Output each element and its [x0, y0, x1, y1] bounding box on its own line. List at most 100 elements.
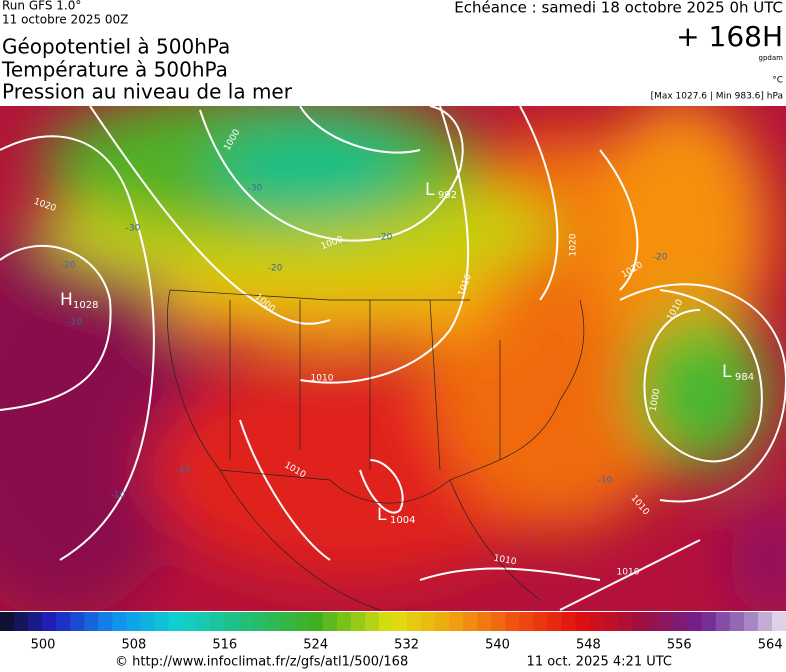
colorbar-swatch: [140, 612, 155, 631]
echeance: Echéance : samedi 18 octobre 2025 0h UTC: [454, 0, 783, 17]
center-value: 1004: [390, 515, 415, 526]
center-type: L: [722, 362, 732, 382]
footer-time: 11 oct. 2025 4:21 UTC: [527, 655, 672, 670]
colorbar-swatch: [561, 612, 576, 631]
isobar-label: 1010: [311, 374, 334, 384]
colorbar-swatch: [771, 612, 786, 631]
temperature-label: -10: [176, 466, 191, 476]
colorbar-swatch: [701, 612, 717, 631]
temperature-label: -20: [268, 264, 283, 274]
colorbar-swatch: [505, 612, 520, 631]
colorbar-swatch: [280, 612, 296, 631]
colorbar-swatch: [70, 612, 85, 631]
colorbar-swatch: [435, 612, 450, 631]
center-type: L: [425, 180, 435, 200]
colorbar-swatch: [266, 612, 282, 631]
colorbar-label: 556: [667, 638, 692, 653]
colorbar-swatch: [589, 612, 605, 631]
colorbar-swatch: [56, 612, 71, 631]
colorbar-swatch: [421, 612, 436, 631]
colorbar-swatch: [729, 612, 745, 631]
colorbar-swatch: [42, 612, 57, 631]
colorbar-swatch: [533, 612, 548, 631]
colorbar-swatch: [364, 612, 380, 631]
extremes: [Max 1027.6 | Min 983.6] hPa: [651, 92, 783, 102]
colorbar-swatch: [547, 612, 562, 631]
isobar-label: 1010: [493, 554, 518, 568]
colorbar-swatch: [0, 612, 15, 631]
title-line: Géopotentiel à 500hPa: [2, 35, 230, 59]
colorbar-swatch: [757, 612, 773, 631]
colorbar-swatch: [659, 612, 675, 631]
colorbar-swatch: [575, 612, 590, 631]
colorbar-label: 548: [576, 638, 601, 653]
colorbar-swatch: [28, 612, 43, 631]
colorbar-swatch: [182, 612, 197, 631]
run-date: 11 octobre 2025 00Z: [2, 13, 128, 27]
colorbar-swatch: [449, 612, 464, 631]
colorbar-swatch: [308, 612, 324, 631]
center-type: H: [60, 290, 73, 310]
colorbar-swatch: [84, 612, 99, 631]
colorbar-label: 500: [31, 638, 56, 653]
unit: gpdam: [759, 54, 784, 62]
colorbar-label: 564: [758, 638, 783, 653]
colorbar-label: 524: [303, 638, 328, 653]
temperature-label: -20: [378, 233, 393, 243]
colorbar-label: 540: [485, 638, 510, 653]
isobar-label: 1000: [649, 388, 663, 413]
colorbar-swatch: [224, 612, 240, 631]
colorbar-swatch: [491, 612, 506, 631]
colorbar-swatch: [603, 612, 619, 631]
colorbar-swatch: [294, 612, 310, 631]
colorbar-swatch: [350, 612, 366, 631]
temperature-label: -10: [111, 491, 126, 501]
colorbar-swatch: [687, 612, 703, 631]
colorbar-swatch: [645, 612, 661, 631]
colorbar-swatch: [519, 612, 534, 631]
temperature-label: -20: [61, 261, 76, 271]
temperature-label: -10: [598, 476, 613, 486]
colorbar-swatch: [196, 612, 212, 631]
colorbar-swatch: [238, 612, 254, 631]
borders: [167, 289, 585, 611]
footer-url: © http://www.infoclimat.fr/z/gfs/atl1/50…: [115, 655, 408, 670]
colorbar-swatch: [112, 612, 127, 631]
colorbar-swatch: [673, 612, 689, 631]
colorbar-swatch: [168, 612, 183, 631]
colorbar-swatch: [210, 612, 226, 631]
colorbar-swatch: [98, 612, 113, 631]
colorbar-swatch: [336, 612, 352, 631]
colorbar-swatch: [322, 612, 338, 631]
colorbar-swatch: [126, 612, 141, 631]
colorbar-swatch: [378, 612, 394, 631]
isobars: [0, 106, 786, 611]
isobar-label: 1010: [617, 568, 640, 578]
title-line: Pression au niveau de la mer: [2, 80, 293, 104]
map: [0, 106, 786, 611]
colorbar-swatch: [477, 612, 492, 631]
colorbar-swatch: [743, 612, 759, 631]
colorbar-swatch: [463, 612, 478, 631]
unit: °C: [772, 76, 783, 86]
run: Run GFS 1.0°: [2, 0, 81, 13]
title-line: Température à 500hPa: [1, 58, 228, 82]
colorbar-label: 532: [394, 638, 419, 653]
colorbar-label: 508: [121, 638, 146, 653]
center-value: 992: [438, 190, 457, 201]
colorbar-swatch: [617, 612, 633, 631]
colorbar-swatch: [715, 612, 731, 631]
center-type: L: [377, 505, 387, 525]
colorbar-label: 516: [212, 638, 237, 653]
isobar-label: 1020: [569, 233, 579, 256]
colorbar-swatch: [14, 612, 29, 631]
colorbar-swatch: [154, 612, 169, 631]
lead-time: + 168H: [676, 20, 783, 53]
temperature-label: -30: [126, 224, 141, 234]
colorbar-swatch: [631, 612, 647, 631]
temperature-label: -30: [248, 184, 263, 194]
colorbar-swatch: [407, 612, 422, 631]
temperature-label: -20: [653, 253, 668, 263]
